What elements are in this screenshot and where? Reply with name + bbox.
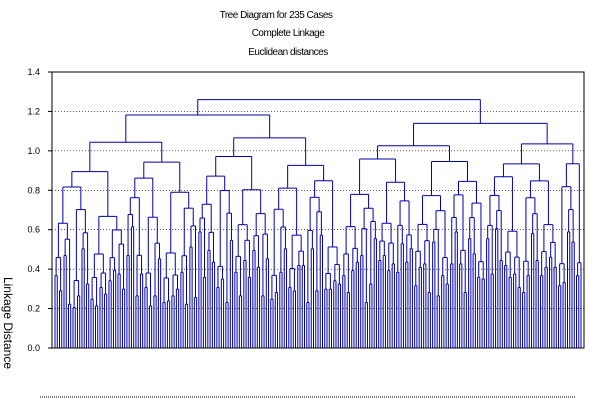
chart-subtitle-linkage: Complete Linkage xyxy=(252,28,326,39)
dendrogram-tree xyxy=(54,99,582,348)
chart-subtitle-distance: Euclidean distances xyxy=(248,47,328,58)
chart-title: Tree Diagram for 235 Cases xyxy=(220,10,333,21)
y-tick-label: 0.6 xyxy=(27,225,40,235)
y-axis-label: Linkage Distance xyxy=(1,277,15,369)
y-tick-label: 0.4 xyxy=(27,264,40,274)
y-tick-label: 0.2 xyxy=(27,304,40,314)
y-axis: 0.0 0.2 0.4 0.6 0.8 1.0 1.2 1.4 xyxy=(27,67,585,353)
y-tick-label: 1.2 xyxy=(27,106,40,116)
y-tick-label: 1.0 xyxy=(27,146,40,156)
y-tick-label: 1.4 xyxy=(27,67,40,77)
plot-frame xyxy=(51,71,585,349)
y-tick-label: 0.8 xyxy=(27,185,40,195)
y-tick-label: 0.0 xyxy=(27,343,40,353)
